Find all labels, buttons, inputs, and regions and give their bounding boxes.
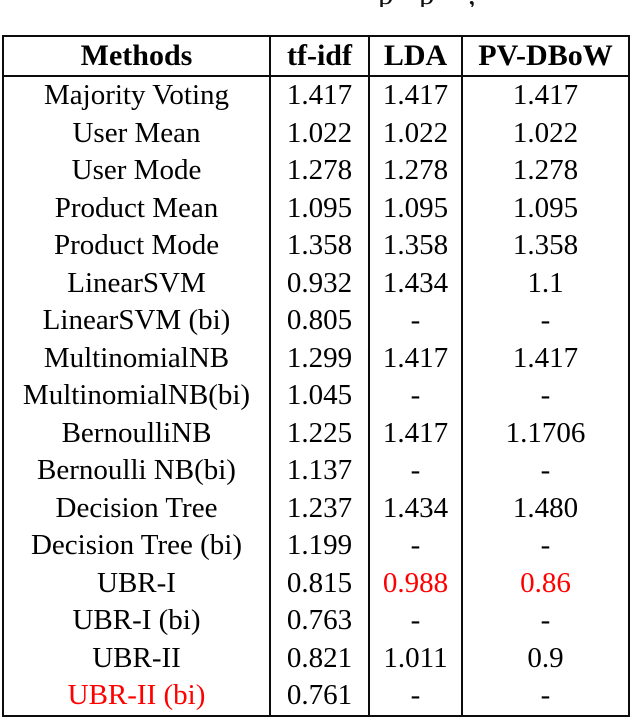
method-cell: UBR-II (bi) xyxy=(4,677,271,715)
value-cell: 1.095 xyxy=(271,189,370,227)
value-cell: - xyxy=(540,454,551,487)
method-cell: Decision Tree (bi) xyxy=(4,527,271,565)
value-cell: - xyxy=(540,379,551,412)
value-cell: 1.417 xyxy=(370,414,463,452)
value-cell: 1.358 xyxy=(512,229,579,262)
value-cell: 1.022 xyxy=(512,116,579,149)
value-cell: 1.299 xyxy=(271,339,370,377)
column-header-lda: LDA xyxy=(370,37,463,77)
method-cell: Product Mean xyxy=(4,189,271,227)
method-cell: LinearSVM (bi) xyxy=(4,302,271,340)
value-cell: 1.278 xyxy=(370,152,463,190)
caption-letter-fragment: p xyxy=(419,0,435,7)
clipped-caption-fragment: p p, xyxy=(0,0,638,7)
value-cell: 1.417 xyxy=(512,341,579,374)
method-cell: Bernoulli NB(bi) xyxy=(4,452,271,490)
value-cell: 1.225 xyxy=(271,414,370,452)
value-cell: - xyxy=(370,677,463,715)
column-header-tfidf: tf-idf xyxy=(271,37,370,77)
value-cell: 0.805 xyxy=(271,302,370,340)
results-table: Methods tf-idf LDA PV-DBoW Majority Voti… xyxy=(2,35,630,717)
method-cell: Product Mode xyxy=(4,227,271,265)
value-cell: 1.237 xyxy=(271,489,370,527)
value-cell: 0.763 xyxy=(271,602,370,640)
method-cell: User Mode xyxy=(4,152,271,190)
value-cell: 0.9 xyxy=(527,641,564,674)
value-cell: 1.358 xyxy=(271,227,370,265)
method-cell: UBR-I xyxy=(4,564,271,602)
value-cell: 1.022 xyxy=(271,114,370,152)
value-cell: - xyxy=(540,304,551,337)
method-cell: BernoulliNB xyxy=(4,414,271,452)
value-cell: 0.988 xyxy=(370,564,463,602)
column-header-methods: Methods xyxy=(4,37,271,77)
value-cell: 1.137 xyxy=(271,452,370,490)
method-cell: Decision Tree xyxy=(4,489,271,527)
value-cell: 1.480 xyxy=(512,491,579,524)
method-cell: UBR-I (bi) xyxy=(4,602,271,640)
value-cell: - xyxy=(370,602,463,640)
value-cell: - xyxy=(370,302,463,340)
value-cell: 0.821 xyxy=(271,639,370,677)
value-cell: 1.434 xyxy=(370,264,463,302)
value-cell: - xyxy=(540,529,551,562)
value-cell: 1.011 xyxy=(370,639,463,677)
value-cell: 1.278 xyxy=(512,154,579,187)
method-cell: MultinomialNB xyxy=(4,339,271,377)
value-cell: 1.278 xyxy=(271,152,370,190)
value-cell: - xyxy=(540,604,551,637)
value-cell: 1.358 xyxy=(370,227,463,265)
value-cell: 1.199 xyxy=(271,527,370,565)
method-cell: Majority Voting xyxy=(4,77,271,115)
value-cell: 1.417 xyxy=(271,77,370,115)
method-cell: MultinomialNB(bi) xyxy=(4,377,271,415)
value-cell: - xyxy=(370,377,463,415)
value-cell: 0.761 xyxy=(271,677,370,715)
value-cell: - xyxy=(370,527,463,565)
value-cell: 1.434 xyxy=(370,489,463,527)
value-cell: 1.045 xyxy=(271,377,370,415)
value-cell: 0.86 xyxy=(520,566,571,599)
method-cell: UBR-II xyxy=(4,639,271,677)
value-cell: 1.417 xyxy=(512,79,579,112)
value-cell: - xyxy=(370,452,463,490)
column-header-pvdbow: PV-DBoW xyxy=(463,37,628,77)
value-cell: 1.095 xyxy=(370,189,463,227)
caption-letter-fragment: p xyxy=(378,0,394,7)
value-cell: - xyxy=(540,679,551,712)
caption-letter-fragment: , xyxy=(468,0,476,7)
value-cell: 1.1 xyxy=(527,266,564,299)
value-cell: 1.417 xyxy=(370,77,463,115)
value-cell: 0.815 xyxy=(271,564,370,602)
value-cell: 1.417 xyxy=(370,339,463,377)
value-cell: 1.1706 xyxy=(505,416,586,449)
value-cell: 0.932 xyxy=(271,264,370,302)
method-cell: User Mean xyxy=(4,114,271,152)
value-cell: 1.095 xyxy=(512,191,579,224)
value-cell: 1.022 xyxy=(370,114,463,152)
method-cell: LinearSVM xyxy=(4,264,271,302)
